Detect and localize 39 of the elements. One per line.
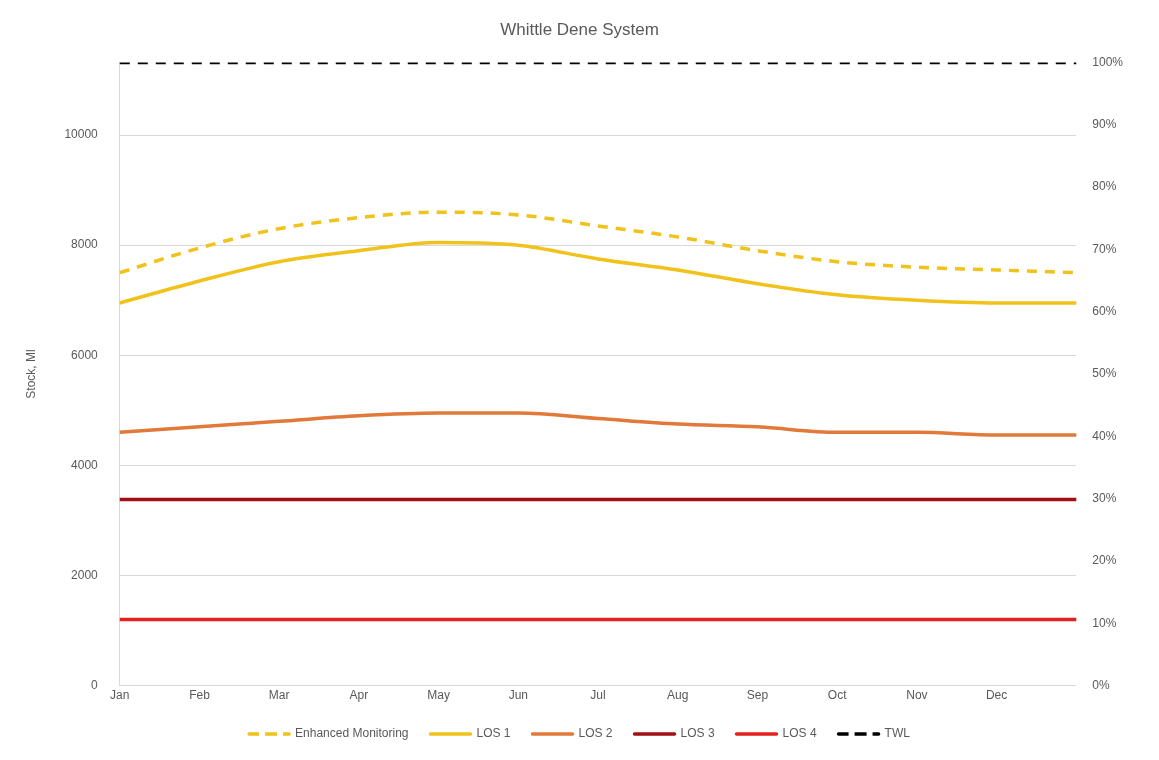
x-tick-label: Mar xyxy=(268,688,290,703)
y-tick-label: 2000 xyxy=(71,567,99,582)
y-tick-label: 8000 xyxy=(71,237,99,252)
legend-label: Enhanced Monitoring xyxy=(295,726,409,741)
legend-label: LOS 1 xyxy=(476,726,511,741)
legend-label: LOS 2 xyxy=(578,726,613,741)
y2-tick-label: 100% xyxy=(1092,54,1124,69)
x-tick-label: Jul xyxy=(590,688,606,703)
x-tick-label: Oct xyxy=(827,688,848,703)
x-tick-label: Jun xyxy=(508,688,529,703)
x-tick-label: May xyxy=(427,688,450,703)
x-tick-label: Nov xyxy=(906,688,928,703)
line-series xyxy=(118,411,1079,437)
y2-tick-label: 20% xyxy=(1092,553,1117,568)
y2-tick-label: 90% xyxy=(1092,117,1117,132)
y2-tick-label: 80% xyxy=(1092,179,1117,194)
y-axis-title: Stock, Ml xyxy=(23,349,38,399)
x-tick-label: Sep xyxy=(746,688,769,703)
x-tick-label: Feb xyxy=(189,688,211,703)
y2-tick-label: 60% xyxy=(1092,303,1117,318)
y-tick-label: 4000 xyxy=(71,457,99,472)
legend-label: LOS 3 xyxy=(680,726,715,741)
y2-tick-label: 50% xyxy=(1092,366,1117,381)
y-tick-label: 0 xyxy=(91,677,99,692)
x-tick-label: Apr xyxy=(349,688,369,703)
y-tick-label: 10000 xyxy=(64,127,99,142)
y2-tick-label: 0% xyxy=(1092,677,1110,692)
y2-tick-label: 70% xyxy=(1092,241,1117,256)
y2-tick-label: 30% xyxy=(1092,490,1117,505)
y-tick-label: 6000 xyxy=(71,347,99,362)
y2-tick-label: 40% xyxy=(1092,428,1117,443)
line-series xyxy=(118,240,1079,305)
legend-label: LOS 4 xyxy=(782,726,817,741)
y2-tick-label: 10% xyxy=(1092,615,1117,630)
chart-title: Whittle Dene System xyxy=(500,19,659,39)
x-tick-label: Dec xyxy=(985,688,1008,703)
x-tick-label: Aug xyxy=(667,688,689,703)
legend-label: TWL xyxy=(884,726,911,741)
x-tick-label: Jan xyxy=(110,688,130,703)
